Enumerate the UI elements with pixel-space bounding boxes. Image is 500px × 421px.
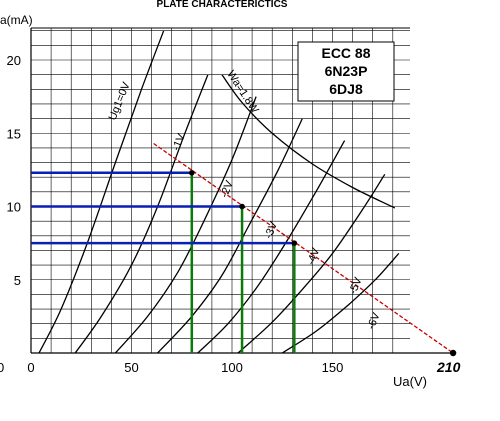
curve-label: -1V bbox=[170, 132, 188, 153]
grid-voltage-curve bbox=[114, 96, 257, 354]
power-curve-label: Wa=1.8W bbox=[224, 69, 261, 116]
operating-point bbox=[239, 203, 245, 210]
power-limit-curve bbox=[221, 74, 396, 209]
x-tick-label: 0 bbox=[27, 360, 34, 375]
y-tick-label: 5 bbox=[14, 273, 21, 288]
chart-title: PLATE CHARACTERICTICS bbox=[157, 0, 288, 10]
curve-label: Ug1=0V bbox=[107, 80, 133, 122]
x-tick-label: 100 bbox=[221, 360, 243, 375]
tube-label-3: 6DJ8 bbox=[329, 81, 363, 97]
tube-label-box bbox=[297, 41, 395, 102]
grid-voltage-curve bbox=[281, 252, 400, 354]
x-axis-label: Ua(V) bbox=[393, 374, 427, 389]
load-line-end-point bbox=[449, 349, 457, 357]
operating-point-guides bbox=[31, 142, 457, 357]
y-tick-label: 10 bbox=[7, 200, 21, 215]
tube-label-1: ECC 88 bbox=[321, 45, 370, 61]
grid-voltage-curve bbox=[74, 74, 209, 354]
grid-voltage-curve bbox=[38, 30, 165, 354]
left-edge-tick: 0 bbox=[0, 360, 4, 375]
curve-label: -3V bbox=[263, 219, 281, 240]
curve-label: -2V bbox=[218, 178, 236, 199]
grid-voltage-curve bbox=[237, 173, 386, 354]
curve-label: -6V bbox=[365, 310, 383, 331]
grid-voltage-curve bbox=[197, 140, 346, 354]
y-tick-label: 15 bbox=[7, 126, 21, 141]
operating-point bbox=[189, 170, 195, 176]
curve-label: -4V bbox=[305, 246, 323, 267]
x-end-label: 210 bbox=[436, 359, 461, 375]
y-tick-label: 20 bbox=[7, 53, 21, 68]
x-tick-label: 50 bbox=[124, 360, 138, 375]
tube-curves bbox=[38, 30, 400, 354]
grid-voltage-curve bbox=[157, 118, 303, 354]
y-axis-label: a(mA) bbox=[0, 13, 33, 27]
tube-label-2: 6N23P bbox=[325, 63, 368, 79]
operating-point bbox=[291, 240, 298, 246]
load-line bbox=[153, 142, 454, 354]
x-tick-label: 150 bbox=[322, 360, 344, 375]
